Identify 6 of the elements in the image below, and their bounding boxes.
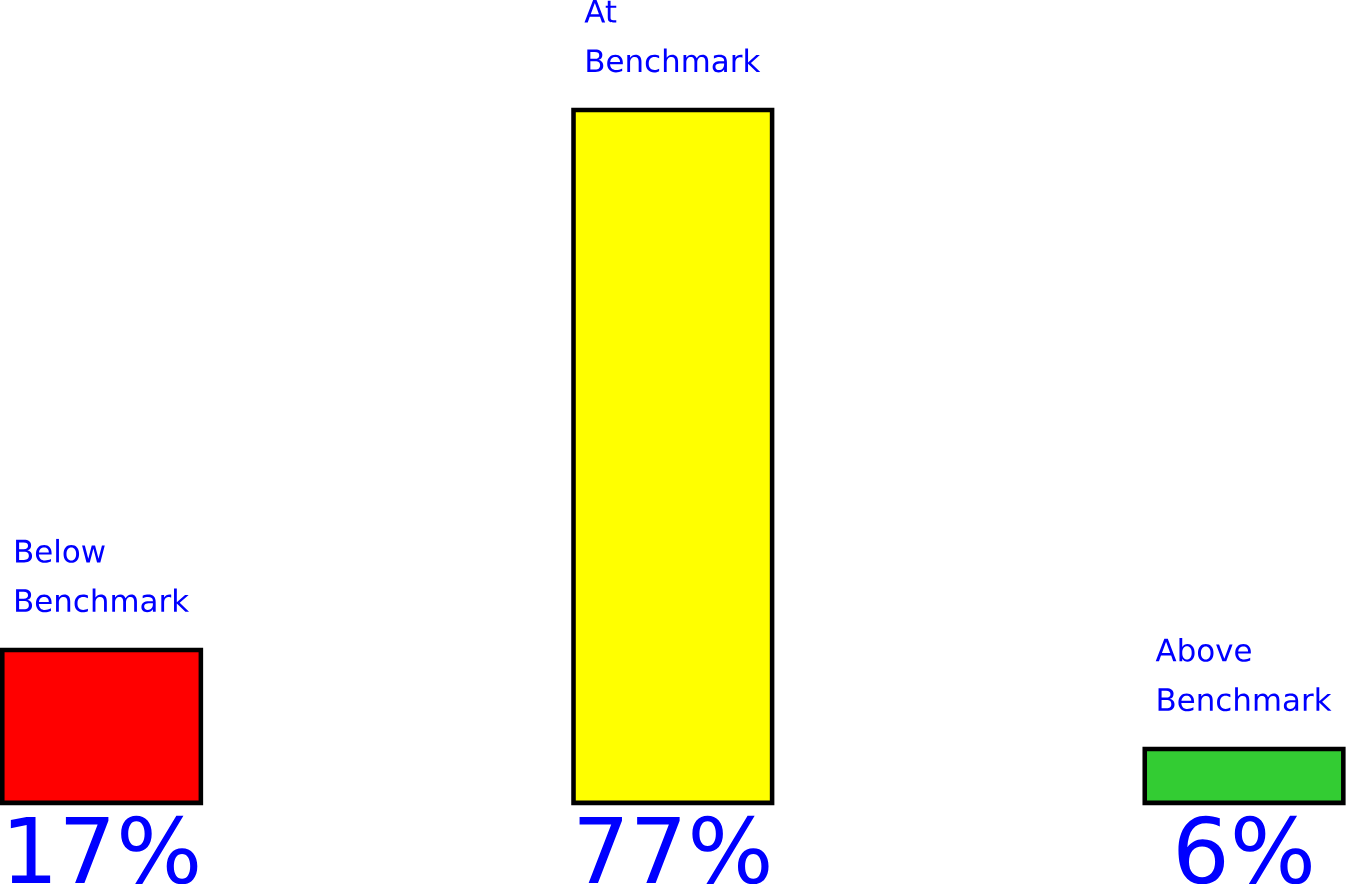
x-tick-label: Above Benchmark — [1155, 637, 1332, 712]
data-label: 77% — [579, 815, 769, 884]
x-tick-label: Below Benchmark — [16, 538, 190, 613]
data-label: 17% — [10, 815, 198, 884]
x-tick-label: At Benchmark — [584, 0, 761, 73]
data-label: 6% — [1178, 815, 1311, 884]
